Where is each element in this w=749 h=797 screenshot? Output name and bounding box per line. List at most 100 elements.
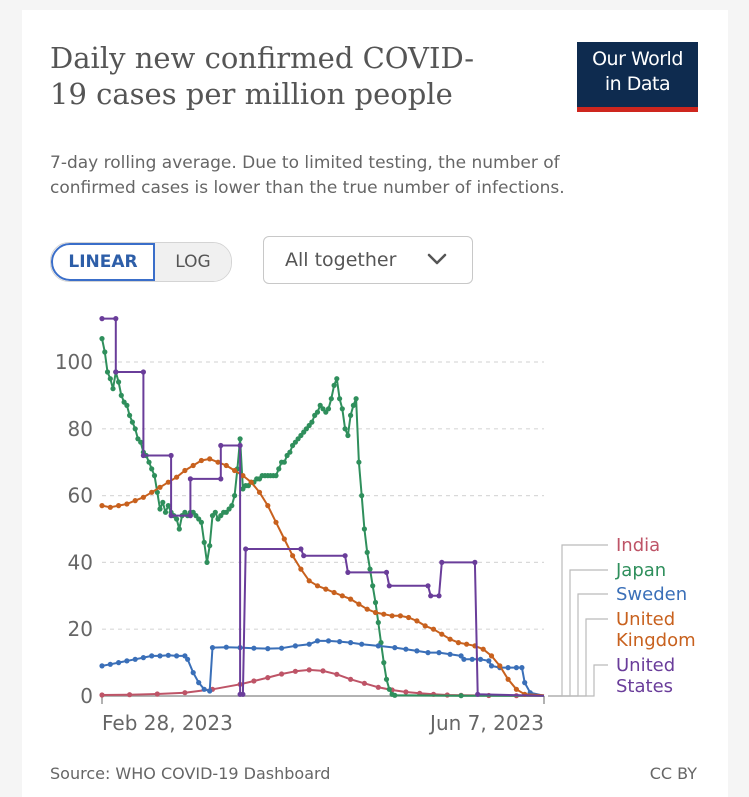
data-point-japan [99, 336, 105, 342]
data-point-united-states [472, 559, 478, 565]
data-point-japan [273, 473, 279, 479]
series-line-japan [101, 338, 544, 697]
data-point-india [361, 680, 367, 686]
data-point-japan [118, 392, 124, 398]
data-point-japan [309, 419, 315, 425]
data-point-japan [198, 519, 204, 525]
data-point-united-kingdom [323, 586, 329, 592]
data-point-sweden [425, 650, 431, 656]
data-point-japan [146, 459, 152, 465]
data-point-united-kingdom [372, 609, 379, 616]
data-point-sweden [116, 660, 122, 666]
legend-label-united-kingdom[interactable]: United Kingdom [616, 609, 696, 651]
data-point-japan [276, 466, 282, 472]
data-point-sweden [107, 661, 113, 667]
data-point-japan [325, 406, 332, 412]
data-point-sweden [505, 665, 511, 671]
data-point-japan [281, 459, 287, 465]
data-point-sweden [279, 645, 285, 651]
chevron-down-icon [427, 253, 447, 265]
data-point-united-kingdom [488, 653, 495, 659]
data-point-japan [165, 503, 171, 509]
data-point-japan [386, 686, 392, 692]
legend-label-united-states[interactable]: United States [616, 655, 675, 697]
data-point-japan [232, 493, 238, 499]
data-point-united-kingdom [124, 501, 130, 507]
data-point-united-kingdom [116, 503, 122, 509]
data-point-japan [350, 402, 356, 408]
data-point-united-kingdom [107, 504, 113, 510]
data-point-india [403, 689, 409, 695]
data-point-sweden [190, 670, 196, 676]
data-point-japan [212, 509, 218, 515]
data-point-sweden [469, 656, 475, 662]
data-point-japan [337, 396, 343, 402]
data-point-united-kingdom [215, 459, 221, 465]
data-point-united-kingdom [174, 474, 180, 480]
data-point-united-kingdom [165, 479, 171, 485]
y-tick-label: 40 [68, 550, 93, 574]
data-point-japan [328, 396, 334, 402]
data-point-sweden [359, 641, 365, 647]
data-point-sweden [185, 656, 191, 662]
data-point-japan [154, 489, 160, 495]
data-point-united-kingdom [356, 601, 362, 607]
legend-label-sweden[interactable]: Sweden [616, 584, 687, 605]
data-point-united-states [113, 316, 119, 322]
data-point-japan [151, 473, 158, 479]
facet-dropdown-value: All together [285, 249, 397, 271]
data-point-united-states [140, 369, 146, 375]
data-point-united-kingdom [314, 583, 321, 589]
data-point-sweden [447, 651, 453, 657]
data-point-india [127, 692, 133, 698]
data-point-japan [110, 386, 116, 392]
scale-toggle: LINEAR LOG [50, 242, 232, 282]
owid-logo[interactable]: Our World in Data [577, 42, 698, 112]
data-point-japan [314, 409, 321, 415]
data-point-united-kingdom [149, 489, 155, 495]
data-point-japan [124, 402, 130, 408]
data-point-united-states [436, 593, 442, 599]
data-point-united-kingdom [406, 614, 412, 621]
data-point-sweden [519, 665, 525, 671]
data-point-sweden [348, 640, 354, 646]
data-point-sweden [124, 658, 130, 664]
data-point-japan [104, 369, 111, 375]
y-tick-label: 100 [55, 350, 93, 374]
logo-line-1: Our World [592, 48, 683, 70]
data-point-sweden [209, 645, 216, 651]
data-point-japan [364, 549, 370, 555]
license-note[interactable]: CC BY [649, 764, 697, 783]
legend-label-japan[interactable]: Japan [615, 560, 666, 581]
series-line-united-states [102, 317, 545, 697]
source-note[interactable]: Source: WHO COVID-19 Dashboard [50, 764, 331, 783]
data-point-japan [102, 349, 108, 355]
log-scale-button[interactable]: LOG [155, 243, 231, 281]
data-point-sweden [99, 663, 105, 669]
data-point-sweden [375, 643, 381, 649]
data-point-united-states [298, 546, 304, 552]
data-point-united-kingdom [513, 686, 520, 692]
data-point-sweden [157, 653, 163, 659]
data-point-india [334, 671, 340, 677]
data-point-japan [176, 526, 182, 532]
data-point-japan [204, 559, 210, 565]
data-point-united-kingdom [265, 503, 271, 509]
data-point-sweden [132, 656, 138, 662]
data-point-united-kingdom [430, 626, 437, 632]
data-point-united-states [140, 452, 146, 459]
data-point-united-states [345, 569, 351, 575]
data-point-sweden [292, 643, 298, 649]
data-point-japan [359, 493, 365, 499]
linear-scale-button[interactable]: LINEAR [51, 243, 155, 281]
data-point-japan [129, 419, 135, 425]
logo-line-2: in Data [604, 73, 671, 95]
legend-label-india[interactable]: India [616, 535, 660, 556]
data-point-united-states [113, 369, 119, 375]
data-point-sweden [522, 680, 528, 686]
data-point-japan [174, 516, 180, 522]
data-point-united-kingdom [414, 618, 420, 624]
data-point-united-kingdom [132, 498, 138, 504]
data-point-united-kingdom [464, 641, 470, 647]
facet-dropdown[interactable]: All together [263, 236, 473, 284]
